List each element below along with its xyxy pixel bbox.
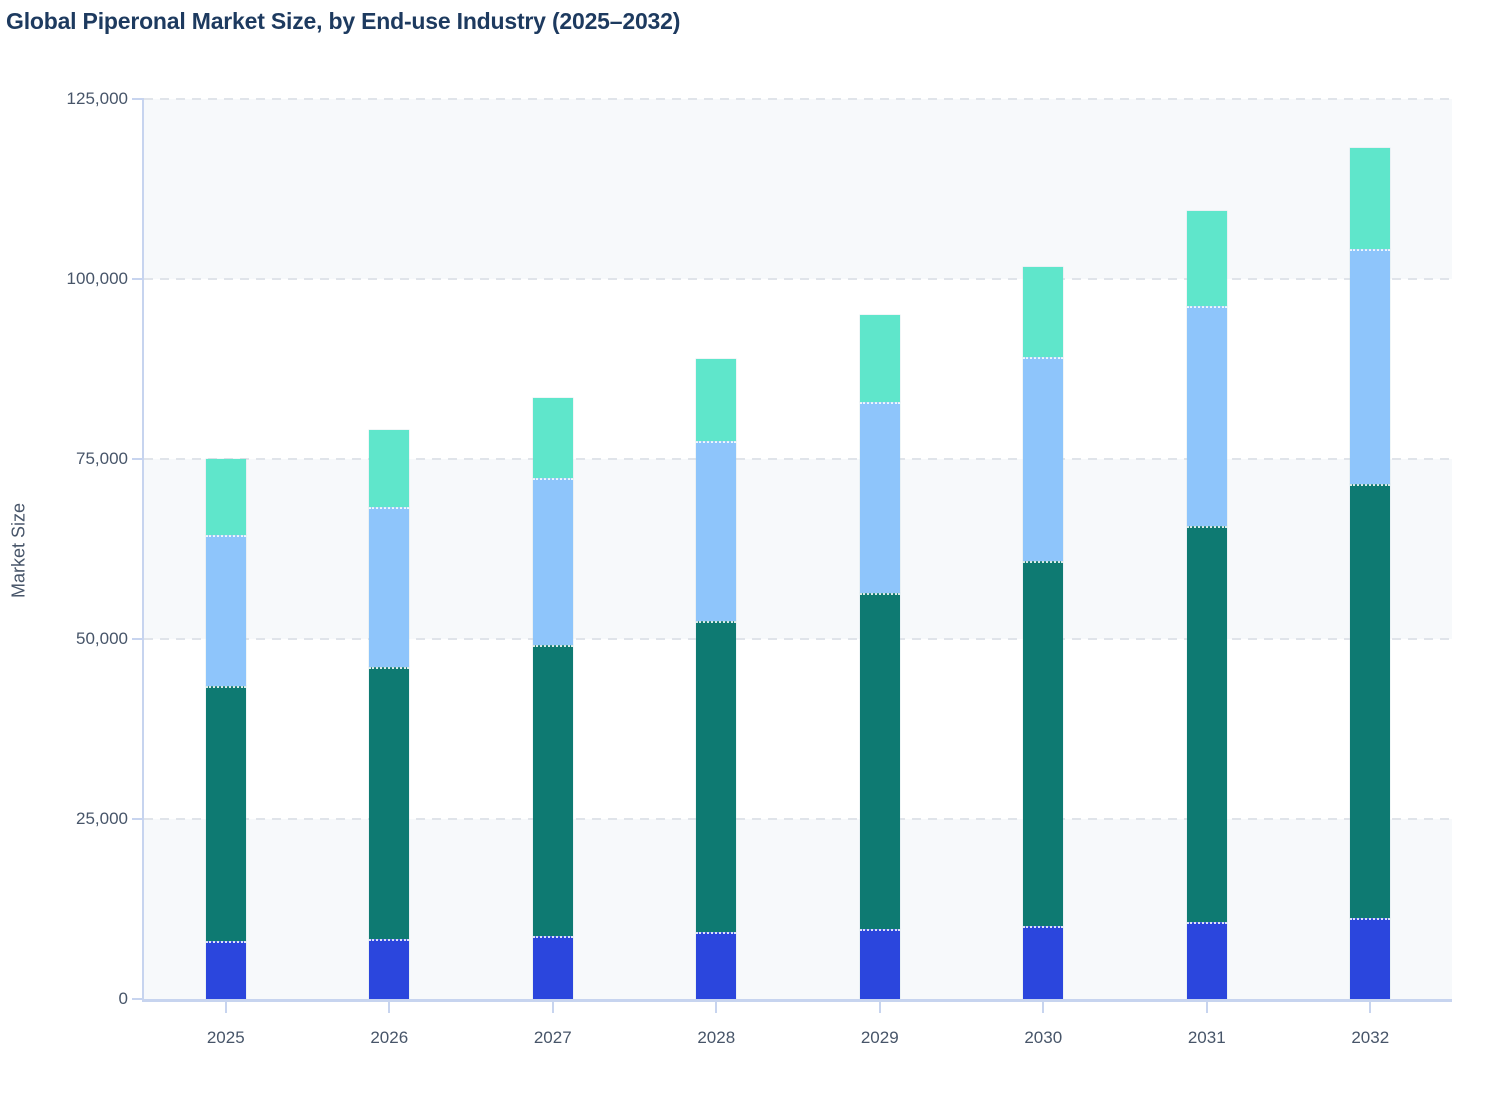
bar-segment-2028-segment-dark-teal[interactable] bbox=[696, 621, 737, 933]
x-axis-tick-label: 2025 bbox=[206, 1028, 245, 1047]
gridline bbox=[144, 278, 1452, 280]
y-axis-tick-label: 25,000 bbox=[76, 809, 128, 828]
y-axis-tick-label: 100,000 bbox=[66, 269, 128, 288]
bar-segment-2025-segment-mint[interactable] bbox=[205, 459, 246, 535]
bar-segment-2031-segment-dark-teal[interactable] bbox=[1186, 525, 1227, 922]
y-axis-tick bbox=[132, 998, 144, 1000]
bar-2030[interactable] bbox=[1023, 99, 1064, 999]
bar-segment-2027-segment-dark-teal[interactable] bbox=[532, 644, 573, 936]
y-axis-tick-label: 0 bbox=[118, 989, 128, 1008]
y-axis-title: Market Size bbox=[8, 502, 29, 599]
bar-segment-2025-segment-light-blue[interactable] bbox=[205, 534, 246, 686]
bar-segment-2032-segment-light-blue[interactable] bbox=[1350, 248, 1391, 485]
bar-segment-2028-segment-light-blue[interactable] bbox=[696, 441, 737, 621]
bar-segment-2032-segment-dark-teal[interactable] bbox=[1350, 484, 1391, 918]
y-axis-tick bbox=[132, 458, 144, 460]
x-axis-tick-label: 2031 bbox=[1187, 1028, 1226, 1047]
bar-segment-2031-segment-light-blue[interactable] bbox=[1186, 306, 1227, 526]
x-axis-tick bbox=[878, 1002, 881, 1013]
background-band bbox=[144, 459, 1452, 639]
bar-2028[interactable] bbox=[696, 99, 737, 999]
gridline bbox=[144, 638, 1452, 640]
bar-segment-2031-segment-mint[interactable] bbox=[1186, 211, 1227, 307]
bar-segment-2028-segment-royal-blue[interactable] bbox=[696, 932, 737, 999]
bar-segment-2025-segment-royal-blue[interactable] bbox=[205, 941, 246, 999]
bar-segment-2030-segment-royal-blue[interactable] bbox=[1023, 925, 1064, 999]
x-axis-tick-label: 2032 bbox=[1351, 1028, 1390, 1047]
bar-segment-2026-segment-dark-teal[interactable] bbox=[369, 667, 410, 939]
x-axis-tick bbox=[1042, 1002, 1045, 1013]
x-axis-line bbox=[144, 999, 1452, 1002]
bar-segment-2026-segment-light-blue[interactable] bbox=[369, 507, 410, 668]
bar-segment-2025-segment-dark-teal[interactable] bbox=[205, 685, 246, 942]
bar-segment-2027-segment-mint[interactable] bbox=[532, 397, 573, 478]
bar-segment-2028-segment-mint[interactable] bbox=[696, 358, 737, 441]
bar-segment-2032-segment-royal-blue[interactable] bbox=[1350, 918, 1391, 999]
x-axis-tick bbox=[1205, 1002, 1208, 1013]
y-axis-tick bbox=[132, 818, 144, 820]
y-axis-tick bbox=[132, 98, 144, 100]
bar-segment-2029-segment-light-blue[interactable] bbox=[859, 402, 900, 593]
gridline bbox=[144, 818, 1452, 820]
bar-segment-2029-segment-mint[interactable] bbox=[859, 315, 900, 403]
bar-segment-2030-segment-dark-teal[interactable] bbox=[1023, 561, 1064, 926]
x-axis-tick bbox=[551, 1002, 554, 1013]
bar-2027[interactable] bbox=[532, 99, 573, 999]
bar-segment-2030-segment-light-blue[interactable] bbox=[1023, 357, 1064, 562]
y-axis-tick-label: 125,000 bbox=[66, 89, 128, 108]
y-axis-tick-label: 50,000 bbox=[76, 629, 128, 648]
bar-segment-2029-segment-dark-teal[interactable] bbox=[859, 592, 900, 930]
gridline bbox=[144, 98, 1452, 100]
bar-segment-2027-segment-light-blue[interactable] bbox=[532, 477, 573, 645]
x-axis-tick-label: 2026 bbox=[370, 1028, 409, 1047]
bar-segment-2029-segment-royal-blue[interactable] bbox=[859, 929, 900, 999]
bar-segment-2026-segment-royal-blue[interactable] bbox=[369, 938, 410, 999]
y-axis-line bbox=[142, 99, 144, 1002]
chart-title: Global Piperonal Market Size, by End-use… bbox=[6, 8, 681, 34]
x-axis-tick-label: 2030 bbox=[1024, 1028, 1063, 1047]
bar-2025[interactable] bbox=[205, 99, 246, 999]
background-band bbox=[144, 819, 1452, 999]
bar-segment-2031-segment-royal-blue[interactable] bbox=[1186, 921, 1227, 999]
bar-segment-2026-segment-mint[interactable] bbox=[369, 430, 410, 508]
x-axis-tick bbox=[1369, 1002, 1372, 1013]
x-axis-tick-label: 2029 bbox=[860, 1028, 899, 1047]
x-axis-tick bbox=[715, 1002, 718, 1013]
y-axis-tick-label: 75,000 bbox=[76, 449, 128, 468]
x-axis-tick bbox=[224, 1002, 227, 1013]
bar-segment-2030-segment-mint[interactable] bbox=[1023, 266, 1064, 358]
x-axis-tick bbox=[388, 1002, 391, 1013]
bar-2032[interactable] bbox=[1350, 99, 1391, 999]
bar-2029[interactable] bbox=[859, 99, 900, 999]
y-axis-tick bbox=[132, 278, 144, 280]
gridline bbox=[144, 458, 1452, 460]
plot-area bbox=[144, 98, 1452, 999]
bar-2026[interactable] bbox=[369, 99, 410, 999]
y-axis-tick bbox=[132, 638, 144, 640]
bar-segment-2027-segment-royal-blue[interactable] bbox=[532, 935, 573, 999]
x-axis-tick-label: 2027 bbox=[533, 1028, 572, 1047]
bar-segment-2032-segment-mint[interactable] bbox=[1350, 147, 1391, 249]
background-band bbox=[144, 99, 1452, 279]
bar-2031[interactable] bbox=[1186, 99, 1227, 999]
x-axis-tick-label: 2028 bbox=[697, 1028, 736, 1047]
